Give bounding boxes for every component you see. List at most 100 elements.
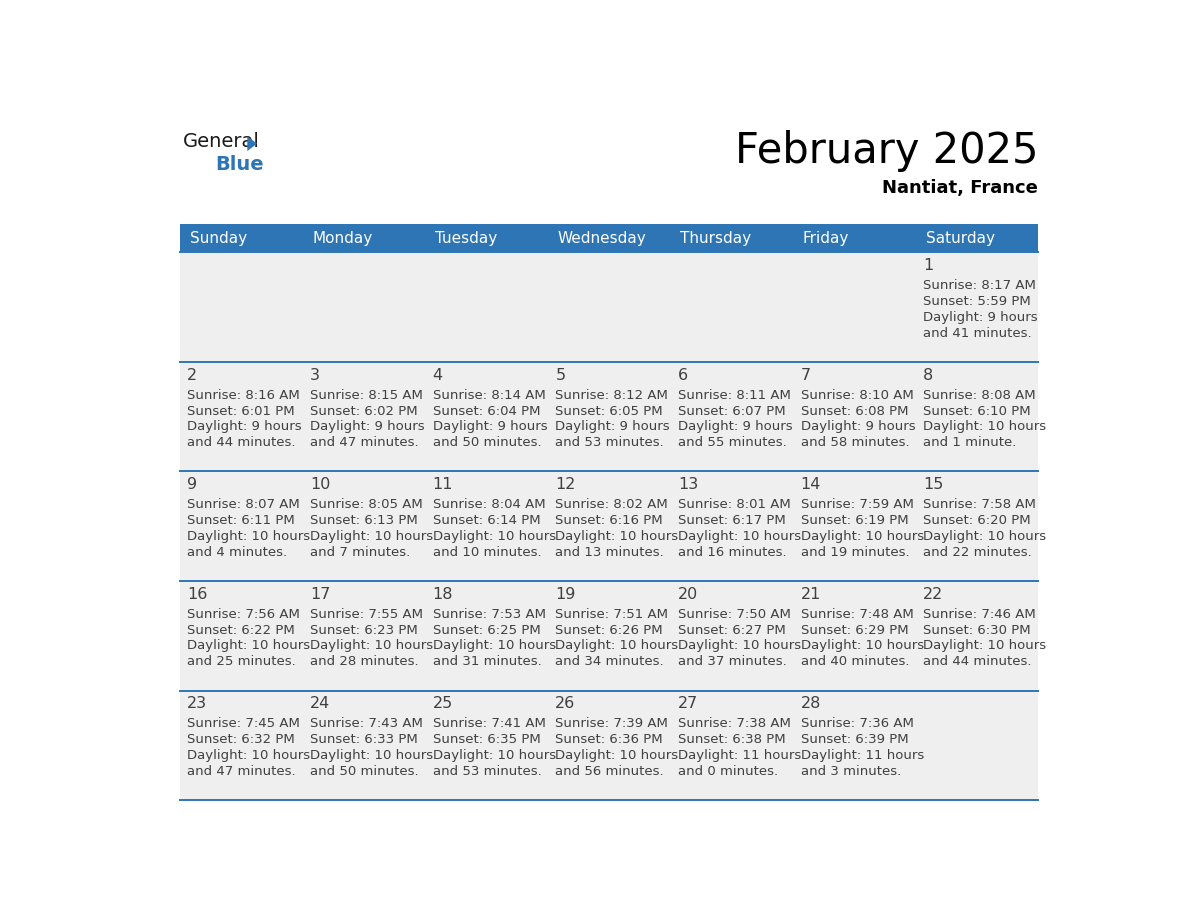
Text: 16: 16 <box>188 587 208 601</box>
Text: 2: 2 <box>188 367 197 383</box>
Text: Daylight: 9 hours: Daylight: 9 hours <box>555 420 670 433</box>
Text: Daylight: 10 hours: Daylight: 10 hours <box>432 530 556 543</box>
Text: 6: 6 <box>678 367 688 383</box>
Text: Sunset: 6:39 PM: Sunset: 6:39 PM <box>801 733 909 746</box>
Text: 23: 23 <box>188 696 208 711</box>
Text: Sunrise: 7:36 AM: Sunrise: 7:36 AM <box>801 718 914 731</box>
Polygon shape <box>247 136 257 151</box>
Text: Sunset: 6:20 PM: Sunset: 6:20 PM <box>923 514 1031 527</box>
Text: Sunset: 6:19 PM: Sunset: 6:19 PM <box>801 514 909 527</box>
Text: and 34 minutes.: and 34 minutes. <box>555 655 664 668</box>
Bar <box>425 362 548 471</box>
Bar <box>425 252 548 362</box>
Text: Sunset: 6:11 PM: Sunset: 6:11 PM <box>188 514 295 527</box>
Text: Sunrise: 8:15 AM: Sunrise: 8:15 AM <box>310 388 423 402</box>
Text: Sunrise: 8:07 AM: Sunrise: 8:07 AM <box>188 498 301 511</box>
Text: Sunset: 6:35 PM: Sunset: 6:35 PM <box>432 733 541 746</box>
Text: Daylight: 10 hours: Daylight: 10 hours <box>310 640 434 653</box>
Text: Wednesday: Wednesday <box>557 230 646 246</box>
Text: and 1 minute.: and 1 minute. <box>923 436 1017 449</box>
Bar <box>548 471 670 581</box>
Bar <box>670 252 792 362</box>
Text: Sunrise: 7:59 AM: Sunrise: 7:59 AM <box>801 498 914 511</box>
Text: Sunrise: 7:55 AM: Sunrise: 7:55 AM <box>310 608 423 621</box>
Text: and 3 minutes.: and 3 minutes. <box>801 765 901 778</box>
Text: Sunset: 6:02 PM: Sunset: 6:02 PM <box>310 405 417 418</box>
Text: and 22 minutes.: and 22 minutes. <box>923 545 1032 559</box>
Text: Sunrise: 8:04 AM: Sunrise: 8:04 AM <box>432 498 545 511</box>
Text: Sunrise: 7:41 AM: Sunrise: 7:41 AM <box>432 718 545 731</box>
Text: Sunrise: 8:17 AM: Sunrise: 8:17 AM <box>923 279 1036 292</box>
Text: Daylight: 10 hours: Daylight: 10 hours <box>555 530 678 543</box>
Text: 17: 17 <box>310 587 330 601</box>
Text: and 55 minutes.: and 55 minutes. <box>678 436 786 449</box>
Text: and 7 minutes.: and 7 minutes. <box>310 545 410 559</box>
Bar <box>792 252 916 362</box>
Text: Daylight: 9 hours: Daylight: 9 hours <box>188 420 302 433</box>
Text: and 19 minutes.: and 19 minutes. <box>801 545 909 559</box>
Text: Sunrise: 7:51 AM: Sunrise: 7:51 AM <box>555 608 669 621</box>
Bar <box>916 362 1038 471</box>
Text: and 13 minutes.: and 13 minutes. <box>555 545 664 559</box>
Text: and 40 minutes.: and 40 minutes. <box>801 655 909 668</box>
Text: 12: 12 <box>555 477 576 492</box>
Bar <box>916 690 1038 800</box>
Text: Sunrise: 7:48 AM: Sunrise: 7:48 AM <box>801 608 914 621</box>
Text: Sunset: 6:32 PM: Sunset: 6:32 PM <box>188 733 295 746</box>
Bar <box>670 690 792 800</box>
Text: and 53 minutes.: and 53 minutes. <box>432 765 542 778</box>
Text: Sunrise: 7:46 AM: Sunrise: 7:46 AM <box>923 608 1036 621</box>
Text: 25: 25 <box>432 696 453 711</box>
Text: Sunrise: 7:43 AM: Sunrise: 7:43 AM <box>310 718 423 731</box>
Text: Daylight: 11 hours: Daylight: 11 hours <box>678 749 801 762</box>
Text: Daylight: 10 hours: Daylight: 10 hours <box>310 530 434 543</box>
Text: 14: 14 <box>801 477 821 492</box>
Text: Sunrise: 8:10 AM: Sunrise: 8:10 AM <box>801 388 914 402</box>
Text: Sunrise: 8:11 AM: Sunrise: 8:11 AM <box>678 388 791 402</box>
Bar <box>670 581 792 690</box>
Text: Sunset: 6:27 PM: Sunset: 6:27 PM <box>678 623 785 637</box>
Text: 26: 26 <box>555 696 575 711</box>
Text: General: General <box>183 131 259 151</box>
Text: 5: 5 <box>555 367 565 383</box>
Text: Sunset: 6:22 PM: Sunset: 6:22 PM <box>188 623 295 637</box>
Text: February 2025: February 2025 <box>734 130 1038 173</box>
Text: Sunset: 6:23 PM: Sunset: 6:23 PM <box>310 623 418 637</box>
Text: and 44 minutes.: and 44 minutes. <box>923 655 1032 668</box>
Bar <box>548 252 670 362</box>
Text: 7: 7 <box>801 367 810 383</box>
Bar <box>302 252 425 362</box>
Bar <box>670 362 792 471</box>
Bar <box>302 471 425 581</box>
Text: and 58 minutes.: and 58 minutes. <box>801 436 909 449</box>
Text: Sunrise: 8:05 AM: Sunrise: 8:05 AM <box>310 498 423 511</box>
Text: Sunset: 6:10 PM: Sunset: 6:10 PM <box>923 405 1031 418</box>
Bar <box>425 690 548 800</box>
Text: Sunset: 6:36 PM: Sunset: 6:36 PM <box>555 733 663 746</box>
Text: Friday: Friday <box>803 230 849 246</box>
Bar <box>179 581 302 690</box>
Bar <box>302 690 425 800</box>
Text: 3: 3 <box>310 367 320 383</box>
Bar <box>792 581 916 690</box>
Text: Daylight: 10 hours: Daylight: 10 hours <box>432 640 556 653</box>
Text: Saturday: Saturday <box>925 230 994 246</box>
Text: Thursday: Thursday <box>681 230 751 246</box>
Text: Daylight: 10 hours: Daylight: 10 hours <box>801 530 924 543</box>
Text: 28: 28 <box>801 696 821 711</box>
Text: Daylight: 9 hours: Daylight: 9 hours <box>310 420 424 433</box>
Text: 15: 15 <box>923 477 943 492</box>
Text: and 47 minutes.: and 47 minutes. <box>188 765 296 778</box>
Text: Sunset: 6:29 PM: Sunset: 6:29 PM <box>801 623 909 637</box>
Text: 10: 10 <box>310 477 330 492</box>
Text: 11: 11 <box>432 477 453 492</box>
Text: Daylight: 10 hours: Daylight: 10 hours <box>310 749 434 762</box>
Text: Nantiat, France: Nantiat, France <box>883 179 1038 197</box>
Text: Sunrise: 7:38 AM: Sunrise: 7:38 AM <box>678 718 791 731</box>
Text: Sunrise: 8:14 AM: Sunrise: 8:14 AM <box>432 388 545 402</box>
Text: Daylight: 11 hours: Daylight: 11 hours <box>801 749 924 762</box>
Text: Sunday: Sunday <box>190 230 247 246</box>
Bar <box>792 690 916 800</box>
Text: Sunrise: 7:56 AM: Sunrise: 7:56 AM <box>188 608 301 621</box>
Text: Daylight: 10 hours: Daylight: 10 hours <box>923 530 1047 543</box>
